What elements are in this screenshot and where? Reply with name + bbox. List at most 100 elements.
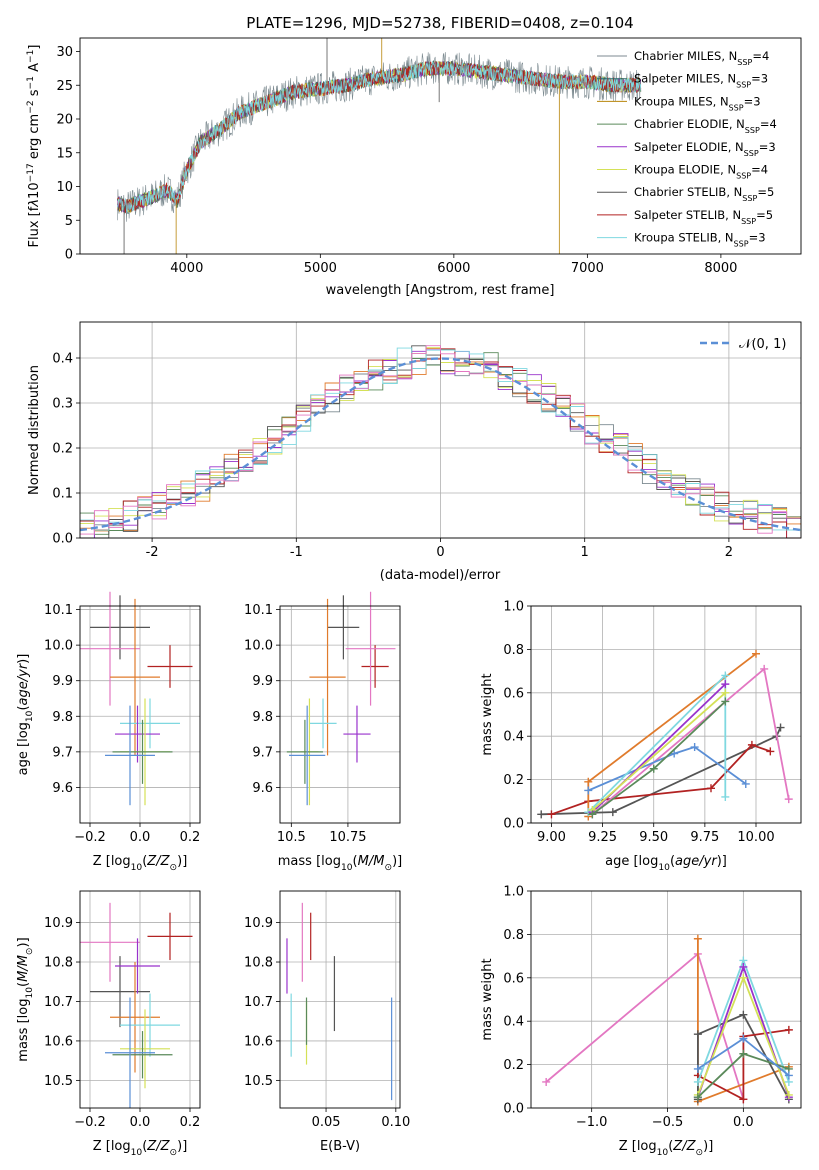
weight-marker [784,1090,793,1099]
x-tick-label: 0.2 [180,830,201,845]
y-tick-label: 0.6 [503,686,524,701]
y-tick-label: 0.8 [503,928,524,943]
weight-line-4 [587,746,747,792]
legend-label: Salpeter STELIB, NSSP=5 [634,208,773,226]
x-axis-label: E(B-V) [320,1139,360,1154]
weight-marker [739,973,748,982]
y-axis-label: mass weight [480,673,495,755]
y-tick-label: 10.8 [244,956,273,971]
x-tick-label: 2 [725,545,733,560]
weight-marker [784,1025,793,1034]
y-axis-label: Flux [fλ10−17 erg cm−2 s−1 A−1] [26,45,42,248]
x-tick-label: 0.05 [312,1115,341,1130]
x-tick-label: −0.5 [652,1115,684,1130]
gaussian-curve [79,357,802,532]
y-tick-label: 0.6 [503,971,524,986]
y-axis-label: mass [log10(M/M⊙)] [16,937,35,1061]
weight-marker [537,810,546,819]
y-axis-label: mass weight [480,958,495,1040]
x-tick-label: 9.25 [588,830,617,845]
histograms [80,345,801,539]
x-tick-label: 0.0 [130,1115,151,1130]
y-tick-label: 0.2 [503,773,524,788]
legend-label: Salpeter ELODIE, NSSP=3 [634,140,776,158]
x-tick-label: 9.00 [537,830,566,845]
y-axis-label: Normed distribution [27,365,42,495]
weight-marker [766,747,775,756]
weight-marker [721,671,730,680]
y-tick-label: 10.7 [44,995,73,1010]
weight-marker [784,795,793,804]
x-tick-label: -2 [146,545,159,560]
legend-label: 𝒩(0, 1) [739,337,786,352]
weight-marker [760,664,769,673]
legend-label: Chabrier STELIB, NSSP=5 [634,185,774,203]
weight-marker [739,1034,748,1043]
weight-marker [693,1093,702,1102]
x-axis-label: (data-model)/error [380,568,501,583]
spectrum-lines [117,38,642,254]
weight-marker [584,777,593,786]
weight-marker [721,792,730,801]
histogram-8 [80,345,801,535]
model-spectrum-8 [117,60,642,213]
x-tick-label: −0.2 [74,1115,106,1130]
weight-marker [776,723,785,732]
legend-label: Chabrier ELODIE, NSSP=4 [634,117,777,135]
legend-label: Kroupa MILES, NSSP=3 [634,94,761,112]
x-tick-label: 10.5 [277,830,306,845]
axes-frame [530,890,802,1109]
weight-marker [739,962,748,971]
axes-frame [79,605,201,824]
y-tick-label: 10.9 [44,916,73,931]
chart-age-vs-Z: −0.2 0.0 0.2 9.6 9.7 9.8 9.9 10.0 10.1 Z [log10(Z… [16,591,201,873]
y-tick-label: 9.9 [252,674,273,689]
y-tick-label: 0.4 [503,730,524,745]
y-tick-label: 10.5 [244,1074,273,1089]
y-tick-label: 9.9 [52,674,73,689]
y-tick-label: 0.2 [503,1058,524,1073]
y-tick-label: 10.1 [244,603,273,618]
weight-marker [739,1010,748,1019]
y-tick-label: 20 [56,113,73,128]
y-tick-label: 0.8 [503,643,524,658]
weight-marker [608,808,617,817]
y-tick-label: 0.2 [52,442,73,457]
y-tick-label: 25 [56,79,73,94]
y-tick-label: 10.8 [44,956,73,971]
legend-label: Chabrier MILES, NSSP=4 [634,49,769,67]
chart-mass-vs-ebv: 0.05 0.10 10.5 10.6 10.7 10.8 10.9 E(B-V) [244,890,410,1154]
x-tick-label: 0.0 [733,1115,754,1130]
chart-weight-vs-age: 9.00 9.25 9.50 9.75 10.00 0.0 0.2 0.4 0.6 0.8 1.0 a… [480,600,802,873]
y-axis-label: age [log10(age/yr)] [16,654,35,776]
chart-age-vs-mass: 10.5 10.75 9.6 9.7 9.8 9.9 10.0 10.1 mass [log10… [244,591,402,873]
weight-marker [588,810,597,819]
weight-marker [690,743,699,752]
y-tick-label: 0.3 [52,397,73,412]
weight-line-0 [541,727,782,816]
weight-line-7 [591,692,726,811]
weight-marker [693,1064,702,1073]
x-tick-label: 5000 [304,261,337,276]
x-tick-label: 9.75 [690,830,719,845]
axes-frame [79,321,802,539]
x-tick-label: 1 [581,545,589,560]
axes-frame [530,605,802,824]
y-tick-label: 0.4 [503,1015,524,1030]
x-tick-label: −0.2 [74,830,106,845]
weight-marker [739,1049,748,1058]
weight-marker [739,1095,748,1104]
y-tick-label: 0.0 [503,1102,524,1117]
y-tick-label: 0.0 [52,532,73,547]
chart-title: PLATE=1296, MJD=52738, FIBERID=0408, z=0… [246,14,633,32]
y-tick-label: 15 [56,146,73,161]
y-tick-label: 0.4 [52,352,73,367]
y-tick-label: 10.7 [244,995,273,1010]
y-tick-label: 10.6 [244,1034,273,1049]
x-tick-label: 4000 [170,261,203,276]
weight-marker [721,688,730,697]
weight-marker [670,749,679,758]
weight-marker [707,784,715,793]
y-tick-label: 10.6 [44,1034,73,1049]
